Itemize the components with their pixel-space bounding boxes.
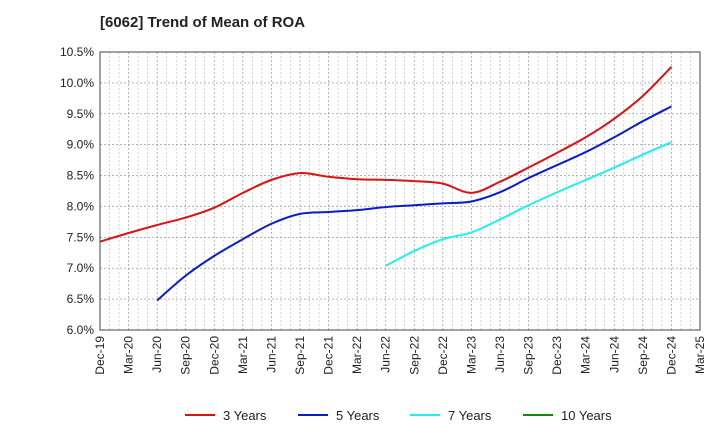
legend-label-10-years: 10 Years [561,408,612,423]
x-tick-label: Jun-24 [607,336,621,373]
y-axis-ticks: 6.0% 6.5% 7.0% 7.5% 8.0% 8.5% 9.0% 9.5% 10.0% 10.… [60,45,94,337]
y-tick-label: 7.0% [67,261,95,275]
y-tick-label: 10.0% [60,76,94,90]
y-tick-label: 8.0% [67,199,95,213]
x-axis-ticks: Dec-19 Mar-20 Jun-20 Sep-20 Dec-20 Mar-21 Jun-… [93,336,707,375]
x-tick-label: Mar-25 [693,336,707,374]
x-tick-label: Mar-23 [464,336,478,374]
y-tick-label: 9.0% [67,138,95,152]
legend-label-5-years: 5 Years [336,408,380,423]
chart-title: [6062] Trend of Mean of ROA [100,14,306,31]
x-tick-label: Dec-24 [664,336,678,375]
x-tick-label: Sep-20 [179,336,193,375]
x-tick-label: Jun-23 [493,336,507,373]
series-lines [99,66,673,302]
x-tick-label: Mar-22 [350,336,364,374]
x-tick-label: Dec-20 [207,336,221,375]
y-tick-label: 6.5% [67,292,95,306]
x-tick-label: Sep-22 [407,336,421,375]
legend-label-3-years: 3 Years [223,408,267,423]
x-tick-label: Sep-21 [293,336,307,375]
x-tick-label: Mar-20 [122,336,136,374]
series-line-7-years [385,141,672,267]
y-tick-label: 8.5% [67,169,95,183]
x-tick-label: Sep-23 [522,336,536,375]
x-tick-label: Jun-21 [264,336,278,373]
y-tick-label: 10.5% [60,45,94,59]
legend-label-7-years: 7 Years [448,408,492,423]
x-tick-label: Dec-19 [93,336,107,375]
x-tick-label: Dec-22 [436,336,450,375]
x-tick-label: Sep-24 [636,336,650,375]
x-tick-label: Dec-23 [550,336,564,375]
series-line-5-years [156,105,672,302]
y-tick-label: 7.5% [67,230,95,244]
x-tick-label: Mar-21 [236,336,250,374]
x-tick-label: Jun-22 [379,336,393,373]
x-tick-label: Jun-20 [150,336,164,373]
series-line-3-years [99,66,673,243]
plot-area [100,52,700,330]
legend: 3 Years 5 Years 7 Years 10 Years [185,408,612,423]
x-tick-label: Mar-24 [579,336,593,374]
y-tick-label: 6.0% [67,323,95,337]
x-tick-label: Dec-21 [322,336,336,375]
plot-border [99,51,701,331]
y-tick-label: 9.5% [67,107,95,121]
